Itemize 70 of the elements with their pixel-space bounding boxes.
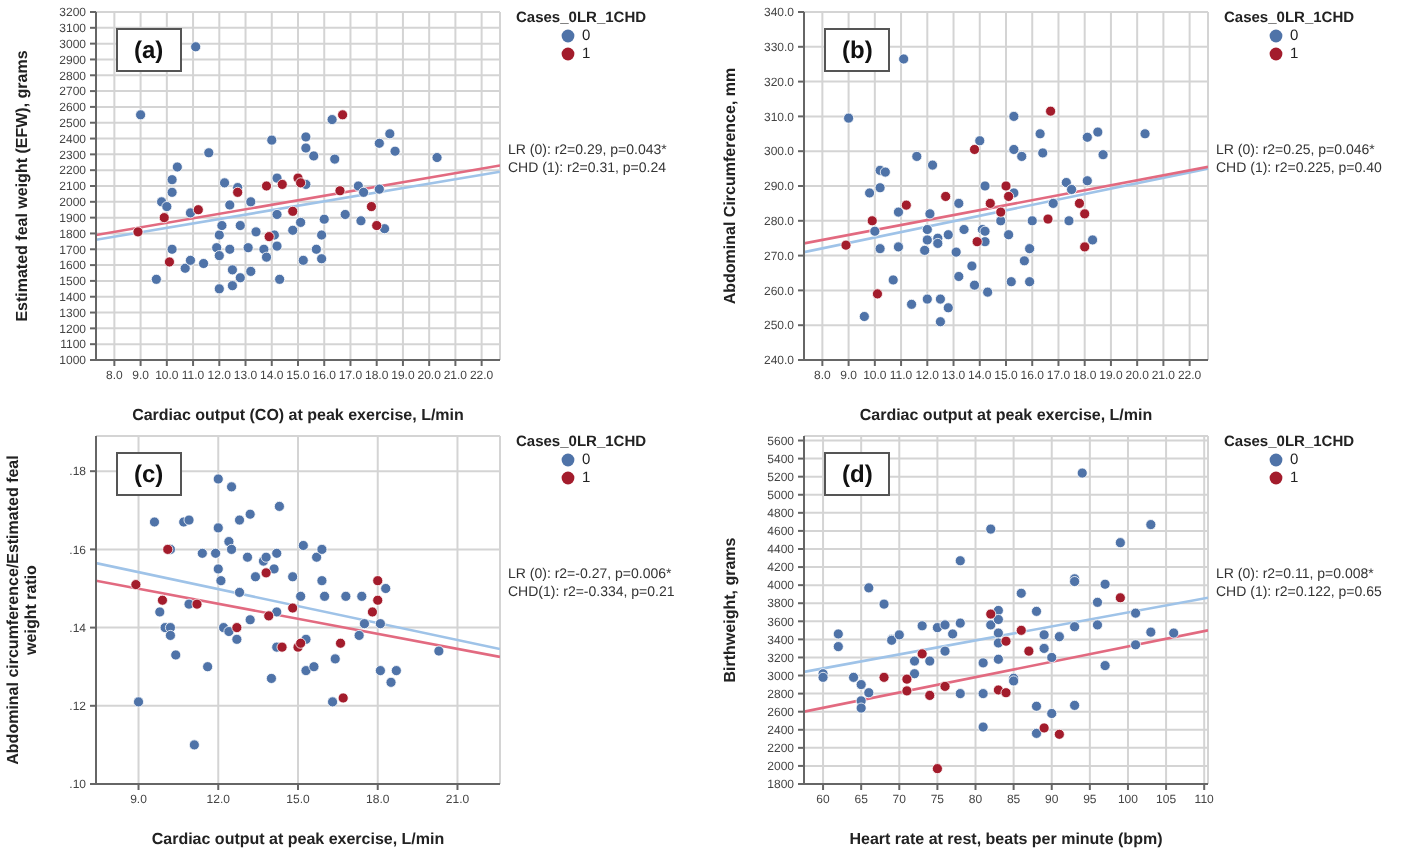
point xyxy=(985,608,997,620)
point xyxy=(984,197,996,209)
text: (c) xyxy=(116,452,182,496)
point xyxy=(191,598,203,610)
point xyxy=(1000,635,1012,647)
y-axis-title: Abdominal Circumference, mm xyxy=(721,65,739,309)
text: (a) xyxy=(116,28,182,72)
text: (d) xyxy=(824,452,891,496)
point xyxy=(372,594,384,606)
point xyxy=(337,109,349,121)
point xyxy=(1114,592,1126,604)
point xyxy=(878,671,890,683)
point xyxy=(1079,208,1091,220)
point xyxy=(1003,191,1015,202)
point xyxy=(130,579,142,591)
point xyxy=(157,594,168,606)
point xyxy=(1053,728,1065,740)
point xyxy=(931,763,943,775)
point xyxy=(866,215,878,227)
point xyxy=(158,212,170,224)
x-axis-title: Cardiac output at peak exercise, L/min xyxy=(151,830,445,848)
point xyxy=(1042,213,1054,225)
point xyxy=(335,637,346,649)
point xyxy=(939,680,951,692)
point xyxy=(1045,105,1057,117)
point xyxy=(900,199,912,211)
y-axis-title: Abdominal circumference/Estimated feal weight ratio xyxy=(4,453,40,769)
point xyxy=(132,226,144,238)
point xyxy=(916,648,928,660)
point xyxy=(334,185,346,197)
x-axis-title: Cardiac output (CO) at peak exercise, L/min xyxy=(132,406,465,424)
point xyxy=(372,575,384,587)
point xyxy=(231,622,243,634)
point xyxy=(872,288,883,300)
point xyxy=(1079,241,1091,253)
point xyxy=(261,180,272,192)
point xyxy=(337,692,349,704)
point xyxy=(287,205,299,217)
x-axis-title: Cardiac output at peak exercise, L/min xyxy=(859,406,1153,424)
point xyxy=(840,239,852,251)
point xyxy=(1000,687,1012,699)
point xyxy=(1038,722,1050,734)
point xyxy=(287,602,299,614)
point xyxy=(1000,180,1012,192)
text: (b) xyxy=(824,28,891,72)
point xyxy=(1074,197,1085,209)
point xyxy=(295,177,307,189)
point xyxy=(924,689,936,701)
y-axis-title: Estimated feal weight (EFW), grams xyxy=(13,48,31,326)
point xyxy=(164,256,175,268)
point xyxy=(276,641,288,653)
point xyxy=(1015,624,1027,636)
point xyxy=(192,204,204,216)
point xyxy=(901,685,913,697)
point xyxy=(969,144,980,155)
point xyxy=(1023,645,1035,657)
y-axis-title: Birthweight, grams xyxy=(721,535,739,687)
point xyxy=(260,567,272,579)
point xyxy=(971,236,983,248)
point xyxy=(366,606,378,618)
point xyxy=(940,191,952,202)
point xyxy=(232,186,244,198)
point xyxy=(263,231,275,243)
point xyxy=(995,206,1007,218)
point xyxy=(901,673,913,685)
point xyxy=(263,610,275,622)
point xyxy=(371,220,383,231)
point xyxy=(276,178,288,190)
point xyxy=(366,201,377,212)
x-axis-title: Heart rate at rest, beats per minute (bpm) xyxy=(849,830,1164,848)
